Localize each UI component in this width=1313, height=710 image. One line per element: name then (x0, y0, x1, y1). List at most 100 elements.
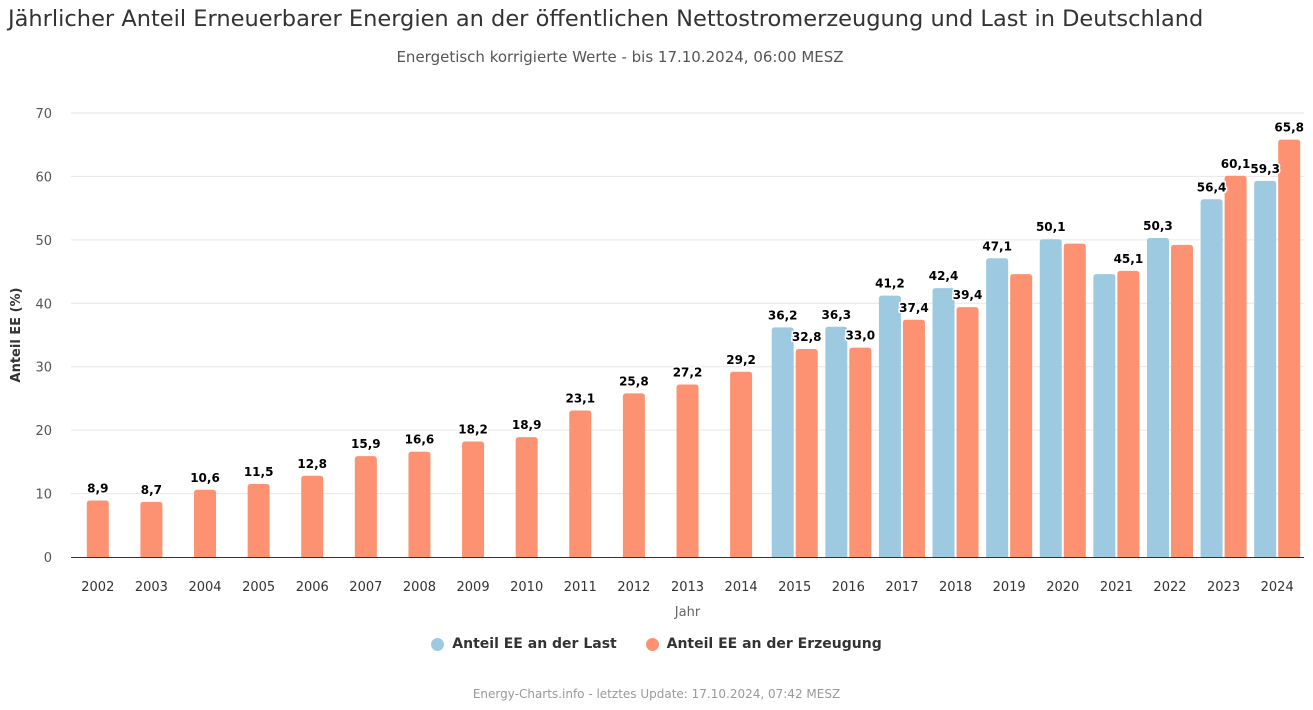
bar-erzeugung-2023[interactable] (1224, 175, 1247, 557)
y-axis-ticks: 0 10 20 30 40 50 60 70 (35, 107, 52, 566)
data-label-erzeugung-2009: 18,2 (458, 423, 488, 437)
x-tick-label: 2013 (671, 580, 704, 595)
bar-erzeugung-2006[interactable] (301, 475, 324, 557)
data-label-erzeugung-2004: 10,6 (190, 471, 220, 485)
data-label-last-2023: 56,4 (1197, 180, 1227, 194)
data-label-last-2024: 59,3 (1250, 162, 1280, 176)
data-label-erzeugung-2006: 12,8 (297, 457, 327, 471)
data-label-erzeugung-2013: 27,2 (673, 365, 703, 379)
bar-last-2022[interactable] (1146, 237, 1169, 557)
data-label-erzeugung-2017: 37,4 (899, 301, 929, 315)
bar-erzeugung-2015[interactable] (795, 348, 818, 557)
bar-erzeugung-2008[interactable] (408, 451, 431, 557)
x-tick-label: 2012 (617, 580, 650, 595)
bar-erzeugung-2018[interactable] (956, 307, 979, 557)
data-label-last-2015: 36,2 (768, 308, 798, 322)
x-tick-label: 2022 (1153, 580, 1186, 595)
x-tick-label: 2021 (1100, 580, 1133, 595)
bar-erzeugung-2011[interactable] (569, 410, 592, 557)
x-tick-label: 2007 (349, 580, 382, 595)
x-axis-ticks: 2002 2003 2004 2005 2006 2007 2008 2009 2010 2011… (81, 580, 1293, 595)
data-label-erzeugung-2023: 60,1 (1221, 157, 1251, 171)
data-label-last-2020: 50,1 (1036, 220, 1066, 234)
bar-erzeugung-2022[interactable] (1170, 244, 1193, 557)
x-tick-label: 2015 (778, 580, 811, 595)
credits[interactable]: Energy-Charts.info - letztes Update: 17.… (472, 687, 841, 701)
bar-erzeugung-2009[interactable] (462, 441, 485, 557)
legend-marker-erzeugung (645, 637, 659, 651)
bar-erzeugung-2016[interactable] (849, 347, 872, 557)
data-label-erzeugung-2010: 18,9 (512, 418, 542, 432)
legend-item-last[interactable]: Anteil EE an der Last (431, 636, 617, 652)
data-label-erzeugung-2011: 23,1 (565, 391, 595, 405)
x-tick-label: 2006 (296, 580, 329, 595)
data-labels: 8,9 8,7 10,6 11,5 12,8 15,9 16,6 18,2 18,9 23,1 25… (86, 119, 1306, 498)
data-label-erzeugung-2021: 45,1 (1114, 252, 1144, 266)
data-label-last-2018: 42,4 (929, 269, 959, 283)
bar-erzeugung-2024[interactable] (1278, 139, 1301, 557)
bar-erzeugung-2005[interactable] (247, 484, 270, 557)
x-tick-label: 2024 (1261, 580, 1294, 595)
bar-last-2018[interactable] (932, 288, 955, 557)
y-axis-title: Anteil EE (%) (9, 288, 24, 383)
chart-plot: 0 10 20 30 40 50 60 70 8,9 8,7 10,6 11,5 12,8 15,9 16… (9, 107, 1306, 620)
data-label-erzeugung-2016: 33,0 (846, 329, 876, 343)
bar-last-2017[interactable] (878, 295, 901, 557)
data-label-erzeugung-2005: 11,5 (244, 465, 274, 479)
y-tick-label: 0 (44, 551, 52, 566)
bar-last-2023[interactable] (1200, 199, 1223, 557)
bar-erzeugung-2014[interactable] (730, 371, 753, 557)
y-tick-label: 50 (35, 234, 52, 249)
y-tick-label: 60 (35, 170, 52, 185)
bar-last-2015[interactable] (771, 327, 794, 557)
bar-last-2021[interactable] (1093, 274, 1116, 557)
data-label-erzeugung-2007: 15,9 (351, 437, 381, 451)
data-label-erzeugung-2008: 16,6 (405, 433, 435, 447)
x-tick-label: 2019 (993, 580, 1026, 595)
data-label-erzeugung-2018: 39,4 (953, 288, 983, 302)
x-tick-label: 2014 (725, 580, 758, 595)
bar-erzeugung-2010[interactable] (515, 437, 538, 557)
y-tick-label: 10 (35, 488, 52, 503)
x-tick-label: 2023 (1207, 580, 1240, 595)
y-tick-label: 30 (35, 361, 52, 376)
bar-erzeugung-2012[interactable] (622, 393, 645, 557)
x-tick-label: 2011 (564, 580, 597, 595)
bar-last-2020[interactable] (1039, 239, 1062, 558)
legend-label-last: Anteil EE an der Last (452, 636, 617, 652)
y-tick-label: 20 (35, 424, 52, 439)
bar-erzeugung-2004[interactable] (194, 489, 217, 557)
x-tick-label: 2016 (832, 580, 865, 595)
data-label-erzeugung-2002: 8,9 (87, 482, 108, 496)
data-label-erzeugung-2012: 25,8 (619, 374, 649, 388)
bar-last-2016[interactable] (825, 326, 848, 557)
legend-label-erzeugung: Anteil EE an der Erzeugung (666, 636, 882, 652)
data-label-last-2022: 50,3 (1143, 219, 1173, 233)
x-tick-label: 2020 (1046, 580, 1079, 595)
chart-subtitle: Energetisch korrigierte Werte - bis 17.1… (396, 48, 844, 66)
legend-marker-last (431, 637, 445, 651)
bar-erzeugung-2003[interactable] (140, 501, 163, 557)
bar-erzeugung-2007[interactable] (354, 456, 377, 557)
bar-erzeugung-2013[interactable] (676, 384, 699, 557)
bars (86, 139, 1301, 558)
x-tick-label: 2008 (403, 580, 436, 595)
data-label-erzeugung-2015: 32,8 (792, 330, 822, 344)
chart-title: Jährlicher Anteil Erneuerbarer Energien … (8, 6, 1204, 32)
data-label-erzeugung-2003: 8,7 (141, 483, 162, 497)
bar-last-2019[interactable] (986, 258, 1009, 557)
data-label-erzeugung-2024: 65,8 (1274, 121, 1304, 135)
bar-erzeugung-2017[interactable] (902, 319, 925, 557)
legend-item-erzeugung[interactable]: Anteil EE an der Erzeugung (645, 636, 882, 652)
bar-erzeugung-2021[interactable] (1117, 270, 1140, 557)
x-tick-label: 2005 (242, 580, 275, 595)
bar-erzeugung-2002[interactable] (86, 500, 109, 557)
bar-erzeugung-2020[interactable] (1063, 243, 1086, 558)
data-label-last-2017: 41,2 (875, 277, 905, 291)
x-tick-label: 2018 (939, 580, 972, 595)
y-tick-label: 70 (35, 107, 52, 122)
x-tick-label: 2004 (188, 580, 221, 595)
bar-erzeugung-2019[interactable] (1010, 274, 1033, 557)
bar-last-2024[interactable] (1254, 180, 1277, 557)
x-tick-label: 2010 (510, 580, 543, 595)
